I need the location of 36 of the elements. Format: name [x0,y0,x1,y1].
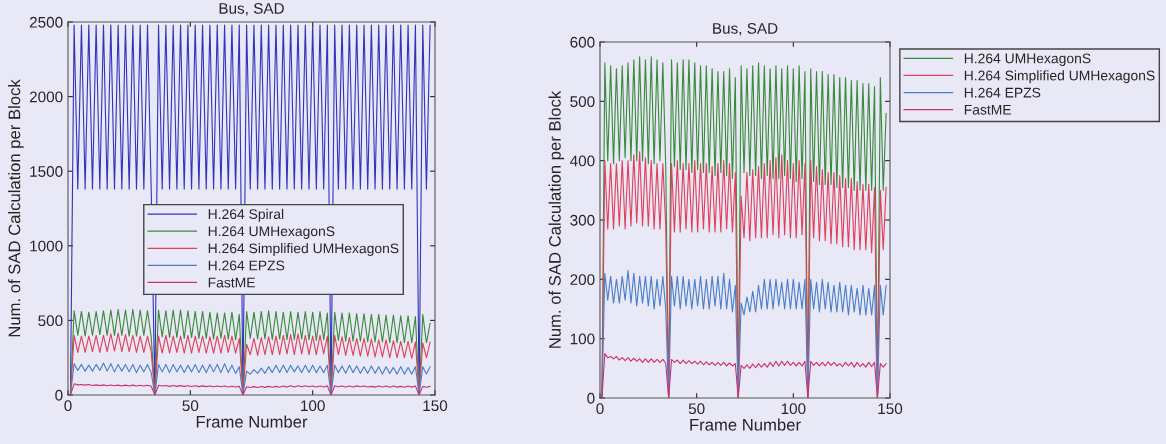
y-axis-title: Num. of SAD Calculation per Block [548,90,565,348]
x-tick-label: 150 [878,403,903,415]
y-tick-label: 100 [570,333,595,345]
legend-label: H.264 Spiral [208,208,284,222]
legend-label: H.264 EPZS [964,87,1041,98]
x-axis-title: Frame Number [690,418,801,431]
chart-title: Bus, SAD [219,3,284,16]
x-tick-label: 150 [423,400,448,412]
y-tick-label: 500 [38,315,63,327]
x-axis-title: Frame Number [196,415,308,428]
x-tick-label: 50 [182,400,199,412]
chart-title: Bus, SAD [713,23,778,36]
y-tick-label: 1500 [30,166,63,177]
y-tick-label: 0 [55,389,63,401]
legend-label: FastME [208,277,255,288]
y-tick-label: 600 [570,36,595,48]
x-tick-label: 100 [781,403,806,415]
x-tick-label: 0 [596,403,604,415]
y-tick-label: 2500 [29,16,63,28]
legend-label: FastME [964,104,1011,115]
x-tick-label: 100 [301,400,325,412]
legend-label: H.264 UMHexagonS [208,226,335,239]
y-tick-label: 0 [587,392,595,404]
legend-label: H.264 UMHexagonS [964,53,1091,67]
y-tick-label: 500 [570,96,595,108]
y-tick-label: 400 [570,155,595,167]
x-tick-label: 0 [64,400,72,412]
y-tick-label: 200 [570,274,595,286]
legend-label: H.264 Simplified UMHexagonS [964,70,1155,84]
legend-label: H.264 EPZS [208,260,285,271]
y-tick-label: 1000 [30,240,63,252]
x-tick-label: 50 [688,403,705,415]
y-tick-label: 300 [570,214,595,226]
legend-label: H.264 Simplified UMHexagonS [208,243,399,256]
y-axis-title: Num. of SAD Calculation per Block [8,79,24,337]
y-tick-label: 2000 [29,91,63,103]
